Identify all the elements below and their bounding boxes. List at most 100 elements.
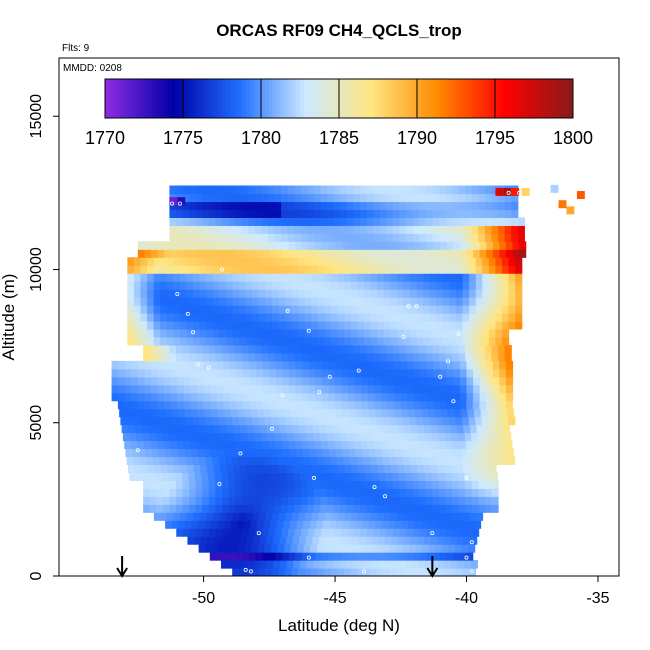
- heatmap-cell: [463, 536, 471, 545]
- heatmap-cell: [289, 384, 297, 394]
- heatmap-cell: [124, 376, 132, 386]
- heatmap-cell: [419, 488, 427, 497]
- heatmap-cell: [384, 536, 392, 545]
- heatmap-cell: [430, 536, 438, 545]
- heatmap-cell: [482, 313, 490, 322]
- heatmap-cell: [432, 352, 440, 362]
- heatmap-cell: [422, 416, 430, 426]
- heatmap-cell: [373, 504, 381, 513]
- heatmap-cell: [291, 336, 299, 346]
- heatmap-cell: [208, 344, 217, 354]
- heatmap-cell: [267, 432, 275, 442]
- heatmap-cell: [491, 480, 499, 489]
- heatmap-cell: [298, 273, 306, 282]
- heatmap-cell: [468, 568, 476, 576]
- heatmap-cell: [268, 233, 276, 242]
- heatmap-cell: [137, 241, 146, 250]
- heatmap-cell: [179, 257, 188, 266]
- heatmap-cell: [456, 265, 464, 274]
- heatmap-cell: [241, 201, 249, 211]
- heatmap-cell: [189, 496, 197, 505]
- heatmap-cell: [399, 233, 407, 242]
- heatmap-cell: [127, 273, 135, 282]
- heatmap-cell: [307, 480, 315, 489]
- heatmap-cell: [135, 472, 143, 481]
- heatmap-cell: [404, 536, 412, 545]
- heatmap-cell: [456, 464, 464, 473]
- heatmap-cell: [377, 336, 385, 346]
- heatmap-cell: [427, 392, 435, 402]
- heatmap-cell: [299, 536, 307, 545]
- heatmap-cell: [511, 217, 519, 226]
- heatmap-cell: [315, 249, 323, 258]
- heatmap-cell: [144, 241, 152, 250]
- heatmap-cell: [462, 265, 470, 274]
- heatmap-cell: [405, 432, 413, 442]
- heatmap-cell: [124, 440, 132, 450]
- heatmap-cell: [420, 552, 428, 561]
- sample-point: [406, 304, 411, 309]
- heatmap-cell: [366, 480, 374, 489]
- heatmap-cell: [111, 392, 119, 402]
- heatmap-cell: [326, 432, 334, 442]
- heatmap-cell: [215, 217, 223, 226]
- heatmap-cell: [241, 496, 249, 505]
- heatmap-cell: [445, 193, 453, 203]
- heatmap-cell: [517, 233, 525, 242]
- heatmap-cell: [383, 336, 391, 346]
- heatmap-cell: [453, 552, 461, 561]
- heatmap-cell: [288, 400, 296, 410]
- heatmap-cell: [334, 440, 342, 450]
- heatmap-cell: [390, 257, 398, 266]
- heatmap-cell: [340, 352, 348, 362]
- heatmap-cell: [262, 440, 270, 450]
- heatmap-cell: [348, 384, 356, 394]
- heatmap-cell: [366, 528, 375, 537]
- heatmap-cell: [219, 512, 227, 521]
- heatmap-cell: [206, 313, 214, 322]
- heatmap-cell: [485, 400, 494, 410]
- heatmap-cell: [432, 185, 440, 195]
- heatmap-cell: [486, 376, 494, 386]
- heatmap-cell: [388, 448, 396, 458]
- heatmap-cell: [189, 201, 197, 211]
- heatmap-cell: [385, 472, 393, 481]
- heatmap-cell: [374, 376, 382, 386]
- heatmap-cell: [508, 289, 516, 298]
- heatmap-cell: [395, 520, 403, 529]
- heatmap-cell: [504, 201, 512, 211]
- heatmap-cell: [147, 297, 155, 306]
- sample-point: [177, 201, 182, 206]
- heatmap-cell: [377, 512, 385, 521]
- heatmap-cell: [469, 289, 477, 298]
- heatmap-cell: [291, 320, 299, 330]
- heatmap-cell: [248, 193, 256, 203]
- heatmap-cell: [166, 289, 174, 298]
- heatmap-cell: [344, 313, 352, 322]
- colorbar-segment: [401, 79, 406, 118]
- heatmap-cell: [488, 456, 496, 466]
- heatmap-cell: [169, 197, 178, 206]
- heatmap-cell: [228, 185, 236, 195]
- heatmap-cell: [511, 193, 519, 203]
- heatmap-cell: [278, 297, 286, 306]
- heatmap-cell: [425, 185, 433, 195]
- heatmap-cell: [353, 352, 361, 362]
- heatmap-cell: [296, 520, 304, 529]
- heatmap-cell: [416, 305, 424, 314]
- heatmap-cell: [413, 241, 422, 250]
- heatmap-cell: [189, 233, 197, 242]
- heatmap-cell: [151, 368, 159, 378]
- heatmap-cell: [261, 185, 269, 195]
- heatmap-cell: [447, 448, 455, 458]
- heatmap-cell: [442, 568, 450, 576]
- heatmap-cell: [274, 201, 282, 211]
- heatmap-cell: [260, 432, 269, 442]
- heatmap-cell: [379, 193, 387, 203]
- sample-point: [280, 393, 285, 398]
- heatmap-cell: [183, 249, 192, 258]
- heatmap-cell: [226, 424, 234, 434]
- colorbar-segment: [498, 79, 504, 118]
- heatmap-cell: [245, 512, 254, 521]
- heatmap-cell: [423, 336, 431, 346]
